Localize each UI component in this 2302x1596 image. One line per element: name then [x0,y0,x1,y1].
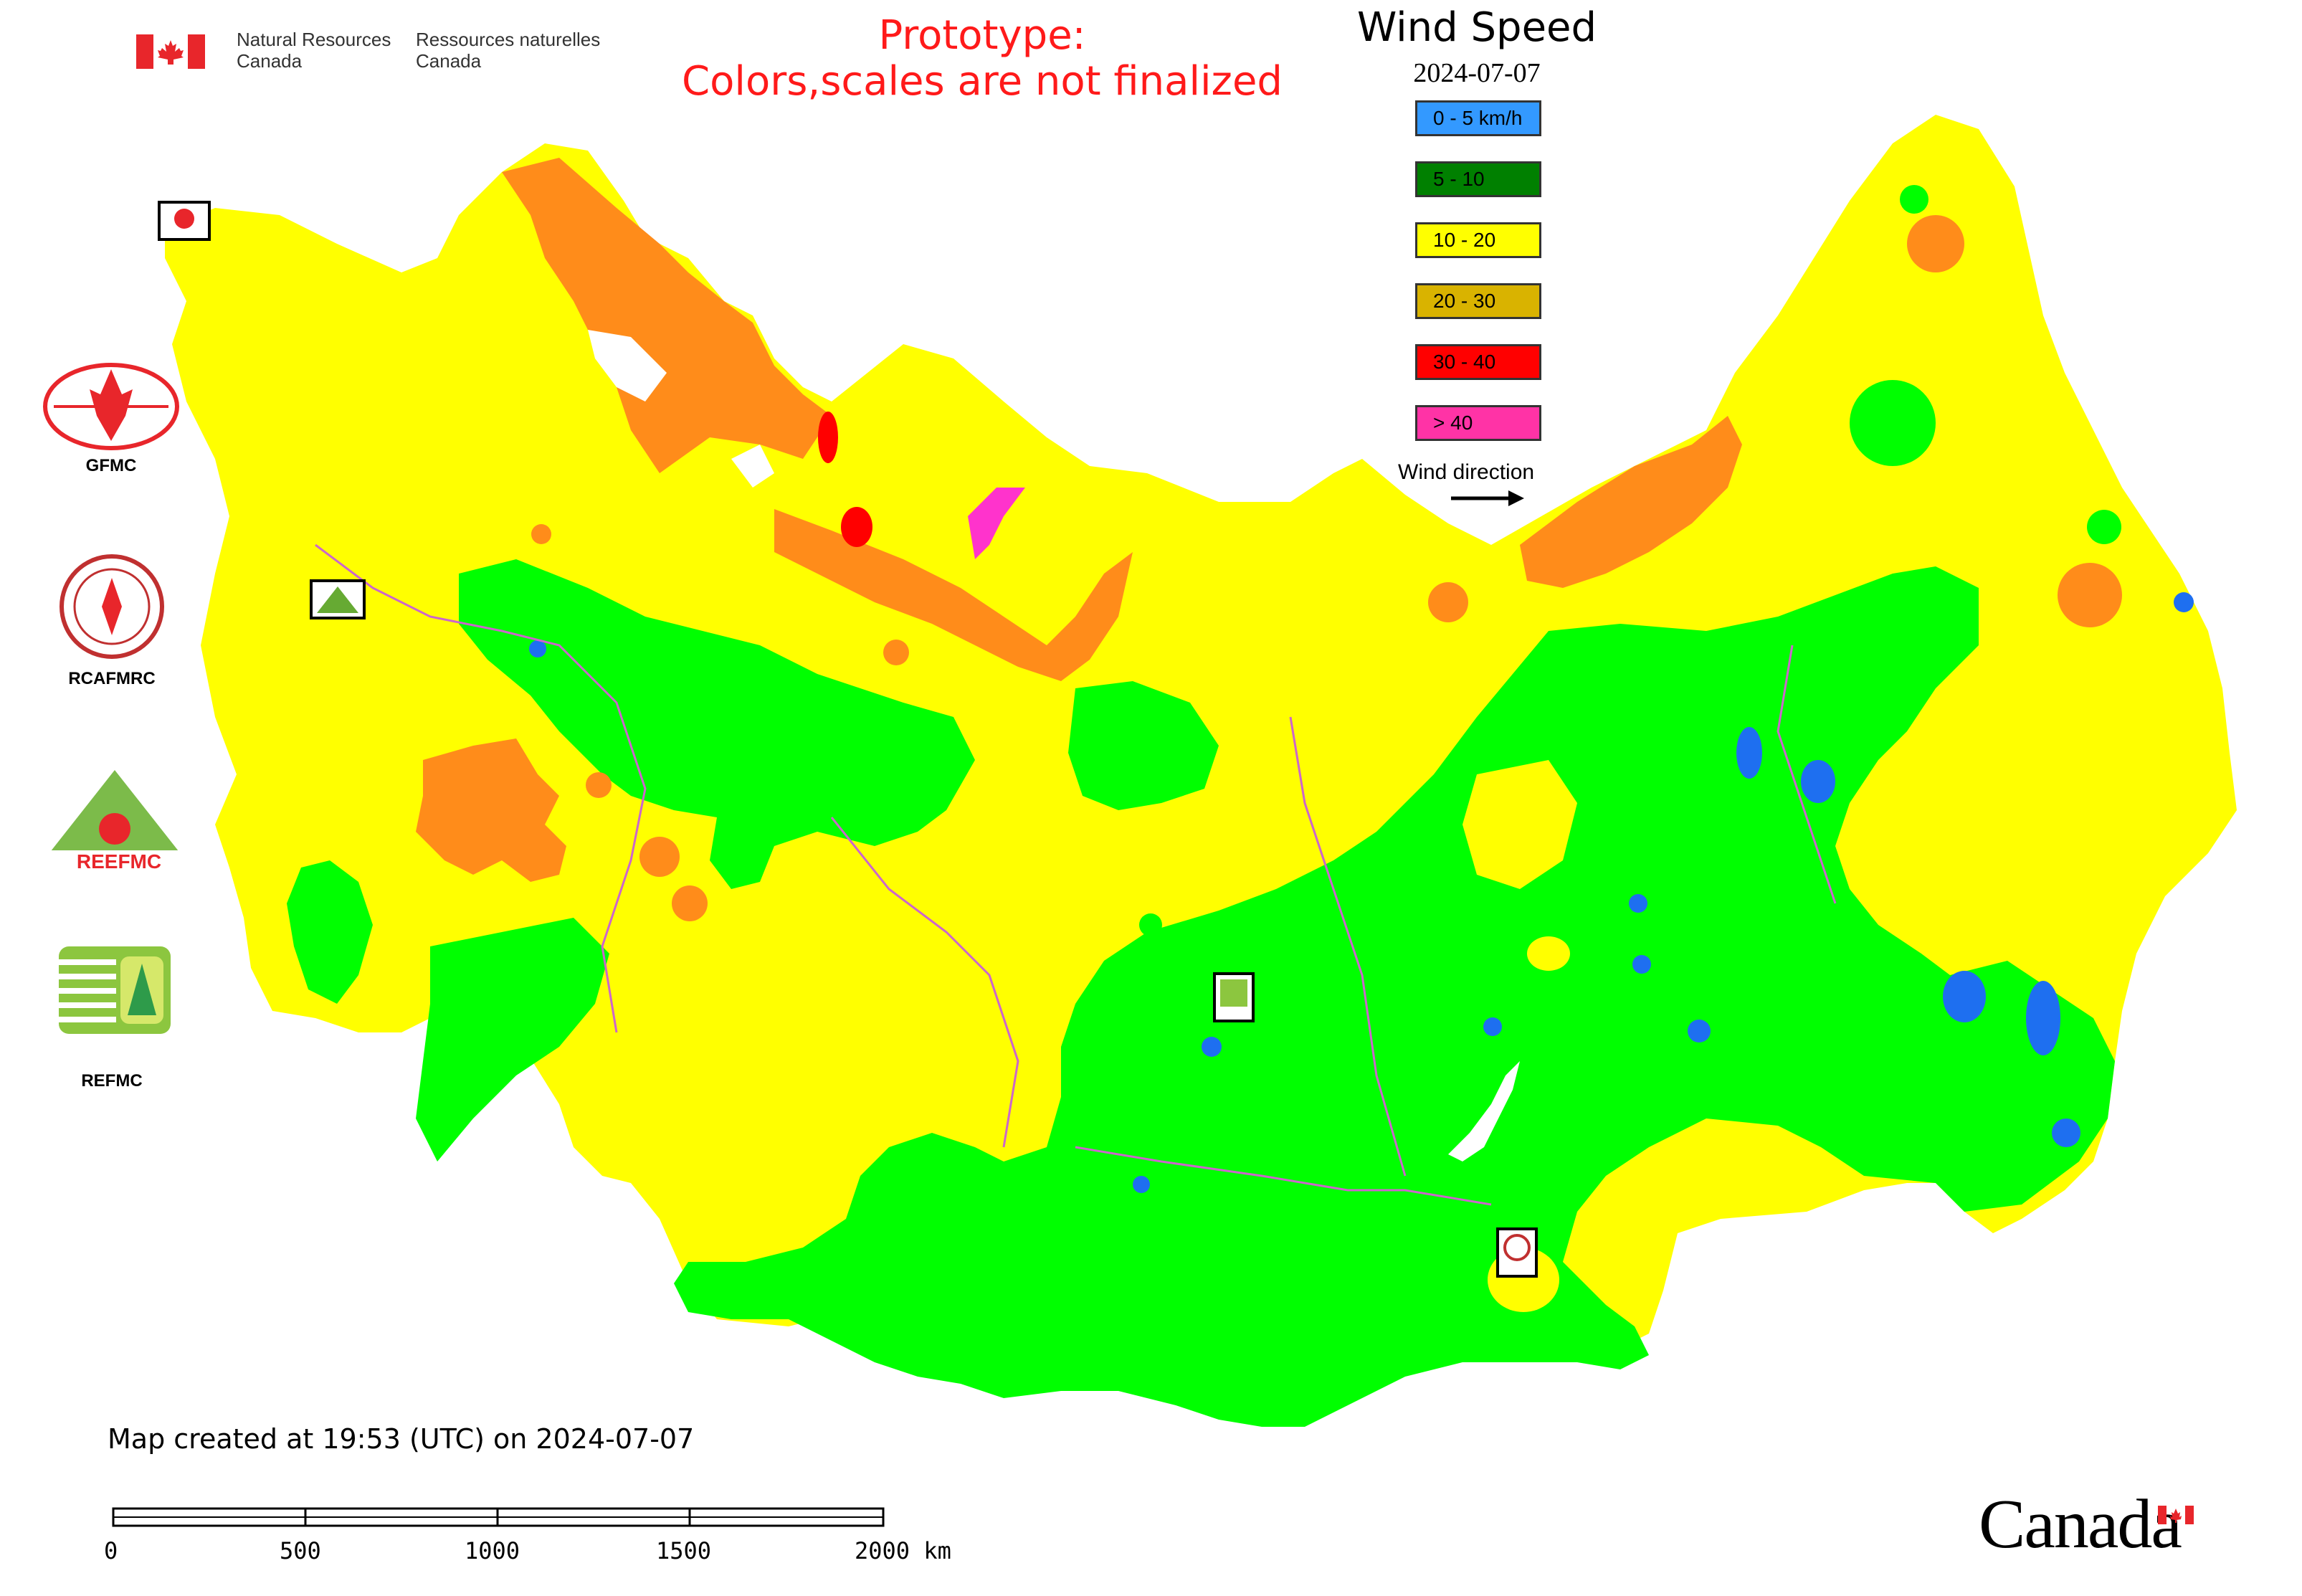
refmc-label: REFMC [81,1071,143,1091]
zone-light-west-siberia [1068,681,1219,810]
admin-boundaries [315,543,1837,1206]
prototype-line1: Prototype: [878,12,1086,59]
legend-class-label: 10 - 20 [1433,229,1496,251]
wind-direction-label: Wind direction [1398,460,1535,484]
gfmc-logo [39,362,183,459]
zone-light-east [674,566,2115,1427]
canada-wordmark: Canada [1979,1484,2194,1564]
prototype-line2: Colors,scales are not finalized [682,58,1283,105]
scale-bar [112,1507,885,1527]
dept-fr-line1: Ressources naturelles [416,29,601,50]
scale-label-1500: 1500 [656,1537,712,1564]
map-created-timestamp: Map created at 19:53 (UTC) on 2024-07-07 [108,1423,695,1455]
legend-class-label: 30 - 40 [1433,351,1496,373]
legend-class-label: 0 - 5 km/h [1433,107,1523,129]
zone-moderate-central-east [1527,936,1570,971]
legend-class-label: > 40 [1433,412,1473,434]
zone-moderate-east-inlet [1462,760,1577,889]
zone-fresh-volga [416,738,566,882]
rcafmrc-emblem-icon [60,554,164,659]
zone-light-caucasus [287,860,373,1004]
canada-flag-icon [136,34,205,69]
fresh-spots [531,215,2122,921]
legend-date: 2024-07-07 [1413,58,1541,88]
reefmc-emblem-icon [40,770,189,865]
gfmc-emblem-icon [43,363,179,450]
scale-label-1000: 1000 [465,1537,520,1564]
wind-direction-arrow-icon [1451,490,1524,506]
wordmark-flag-icon [2158,1506,2194,1524]
legend-class-3: 20 - 30 [1415,283,1541,319]
canada-wordmark-text: Canada [1979,1486,2182,1563]
government-header: Natural Resources Canada Ressources natu… [136,27,602,77]
rcafmrc-logo [57,552,166,665]
gfmc-label: GFMC [85,456,137,475]
zone-light-kazakh-west [416,918,609,1162]
dept-fr-line2: Canada [416,50,482,72]
legend-class-2: 10 - 20 [1415,222,1541,258]
legend: Wind Speed 2024-07-07 0 - 5 km/h 5 - 10 … [1326,0,1627,516]
reefmc-logo [36,767,194,871]
zone-fresh-east-siberian-coast [1520,416,1742,588]
legend-class-0: 0 - 5 km/h [1415,100,1541,136]
legend-title: Wind Speed [1356,4,1597,51]
zone-light-central [459,559,975,889]
prototype-notice: Prototype: Colors,scales are not finaliz… [624,13,1341,105]
zone-strong-barents [818,412,838,463]
department-name-french: Ressources naturelles Canada [416,29,602,72]
scale-label-500: 500 [280,1537,321,1564]
scale-label-2000: 2000 km [855,1537,951,1564]
zone-fresh-white-sea-coast [774,509,1133,681]
department-name-english: Natural Resources Canada [237,29,394,72]
dept-en-line1: Natural Resources [237,29,391,50]
legend-class-5: > 40 [1415,405,1541,441]
lakes [588,330,1520,1162]
zone-fresh-kola [502,158,832,473]
calm-spots [529,592,2194,1193]
rcafmrc-label: RCAFMRC [68,669,156,688]
reefmc-wordmark: REEFMC [40,850,198,873]
scale-label-0: 0 [104,1537,118,1564]
legend-class-1: 5 - 10 [1415,161,1541,197]
zone-strong-yamal [841,507,872,547]
dept-en-line2: Canada [237,50,303,72]
zone-very-strong-novaya-zemlya [968,488,1025,559]
legend-class-label: 5 - 10 [1433,168,1485,190]
legend-class-label: 20 - 30 [1433,290,1496,312]
legend-class-4: 30 - 40 [1415,344,1541,380]
light-spots [1139,185,2121,936]
station-markers [158,201,1538,1278]
refmc-logo [59,946,171,1037]
refmc-emblem-icon [59,946,171,1034]
